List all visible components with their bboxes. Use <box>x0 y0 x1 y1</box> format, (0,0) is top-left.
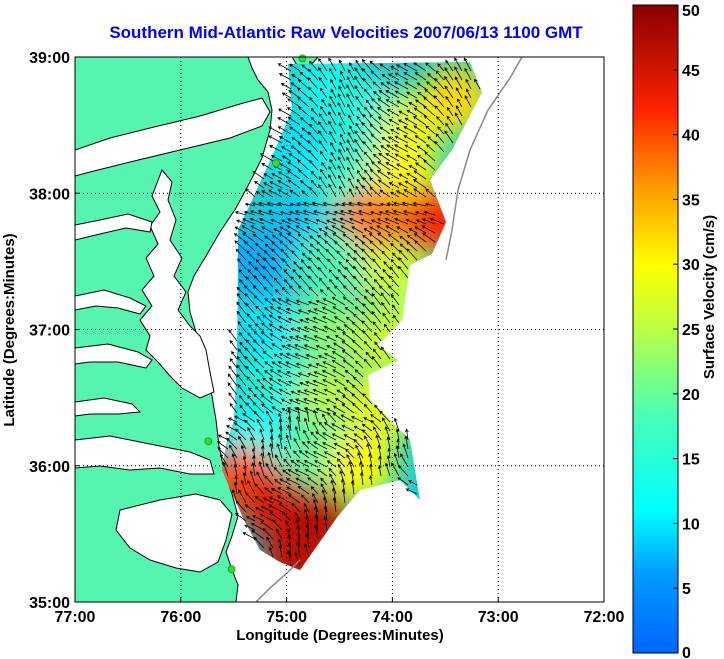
chart-title: Southern Mid-Atlantic Raw Velocities 200… <box>109 23 583 42</box>
colorbar-gradient <box>632 4 679 654</box>
colorbar-tick-label: 0 <box>682 645 691 659</box>
colorbar-tick-label: 20 <box>682 387 700 404</box>
y-axis-label: Latitude (Degrees:Minutes) <box>1 233 18 426</box>
y-tick-label: 39:00 <box>29 50 70 67</box>
isobath-line <box>445 57 523 261</box>
station-marker <box>227 565 236 574</box>
x-tick-label: 72:00 <box>584 609 625 626</box>
albemarle-sound <box>75 435 215 475</box>
river-4 <box>75 397 142 417</box>
colorbar-tick-label: 35 <box>682 192 700 209</box>
colorbar-tick-label: 25 <box>682 322 700 339</box>
velocity-cell <box>263 527 332 570</box>
station-marker <box>298 54 307 63</box>
colorbar-tick-label: 40 <box>682 128 700 145</box>
x-tick-label: 75:00 <box>266 609 307 626</box>
river-3 <box>75 343 153 369</box>
x-tick-label: 73:00 <box>478 609 519 626</box>
y-tick-label: 35:00 <box>29 595 70 612</box>
chesapeake-bay <box>139 169 215 399</box>
y-tick-label: 37:00 <box>29 323 70 340</box>
colorbar-tick-label: 45 <box>682 63 700 80</box>
y-tick-label: 38:00 <box>29 186 70 203</box>
x-axis: 77:00 76:00 75:00 74:00 73:00 72:00 <box>55 597 625 626</box>
colorbar-tick-label: 30 <box>682 257 700 274</box>
colorbar-label: Surface Velocity (cm/s) <box>701 215 718 379</box>
colorbar-tick-label: 15 <box>682 452 700 469</box>
colorbar-tick-label: 10 <box>682 516 700 533</box>
y-tick-label: 36:00 <box>29 459 70 476</box>
pamlico-sound <box>115 493 233 573</box>
isobath-line <box>255 559 301 602</box>
station-marker <box>204 437 213 446</box>
delaware-bay <box>75 97 271 177</box>
x-tick-label: 76:00 <box>160 609 201 626</box>
velocity-cell <box>294 295 363 364</box>
y-axis: 35:00 36:00 37:00 38:00 39:00 <box>29 50 80 612</box>
colorbar-ticks: 0 5 10 15 20 25 30 35 40 45 50 <box>673 3 700 659</box>
x-axis-label: Longitude (Degrees:Minutes) <box>236 627 444 644</box>
velocity-cell <box>326 431 395 500</box>
colorbar: 0 5 10 15 20 25 30 35 40 45 50 Surface Velocity (c… <box>632 3 718 659</box>
station-marker <box>272 159 280 168</box>
colorbar-tick-label: 50 <box>682 3 700 20</box>
river-2 <box>75 289 147 315</box>
x-tick-label: 74:00 <box>372 609 413 626</box>
grid-lines <box>75 57 604 602</box>
x-tick-label: 77:00 <box>55 609 96 626</box>
colorbar-tick-label: 5 <box>682 581 691 598</box>
velocity-cell <box>294 363 363 432</box>
river-1 <box>75 213 153 241</box>
